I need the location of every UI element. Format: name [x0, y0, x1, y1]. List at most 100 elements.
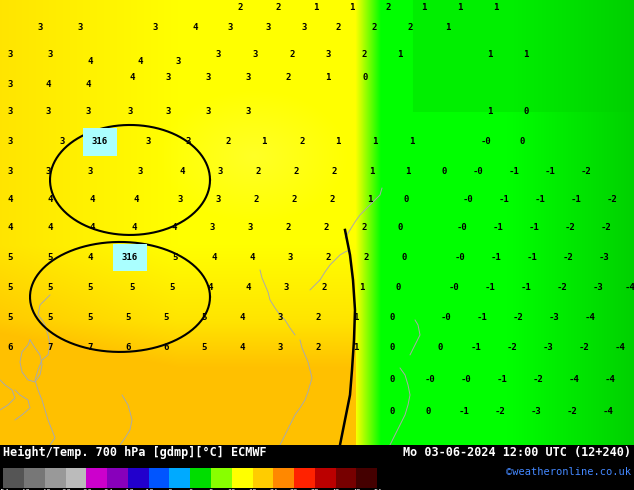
Text: -2: -2 [507, 343, 517, 352]
Text: 5: 5 [202, 314, 207, 322]
Text: -0: -0 [472, 168, 483, 176]
Text: 1: 1 [325, 74, 331, 82]
Text: -0: -0 [481, 138, 491, 147]
Text: 4: 4 [48, 196, 53, 204]
Text: 2: 2 [315, 343, 321, 352]
Text: 3: 3 [45, 168, 51, 176]
Text: 3: 3 [277, 314, 283, 322]
Text: 3: 3 [138, 168, 143, 176]
Text: 3: 3 [48, 50, 53, 59]
Text: 2: 2 [289, 50, 295, 59]
Text: 4: 4 [86, 80, 91, 90]
Text: -2: -2 [533, 375, 543, 385]
Text: -3: -3 [531, 407, 541, 416]
Text: -1: -1 [534, 196, 545, 204]
Text: -54: -54 [0, 489, 10, 490]
Text: 4: 4 [89, 196, 94, 204]
Text: 1: 1 [457, 3, 463, 13]
Text: 0: 0 [401, 253, 406, 263]
Bar [315, 468, 335, 488]
Text: 3: 3 [8, 107, 13, 117]
Text: 3: 3 [301, 24, 307, 32]
Text: 3: 3 [252, 50, 257, 59]
Bar [273, 468, 294, 488]
Text: -2: -2 [557, 283, 567, 293]
Text: 3: 3 [245, 74, 250, 82]
Text: -42: -42 [39, 489, 51, 490]
Text: 4: 4 [249, 253, 255, 263]
Text: 3: 3 [45, 107, 51, 117]
Text: 2: 2 [315, 314, 321, 322]
Bar [45, 468, 65, 488]
Text: 4: 4 [131, 223, 137, 232]
Text: 5: 5 [8, 253, 13, 263]
Text: 2: 2 [329, 196, 335, 204]
Text: Mo 03-06-2024 12:00 UTC (12+240): Mo 03-06-2024 12:00 UTC (12+240) [403, 446, 631, 459]
Text: 3: 3 [245, 107, 250, 117]
Text: 1: 1 [353, 314, 359, 322]
Bar [148, 468, 169, 488]
Text: 1: 1 [422, 3, 427, 13]
Text: 30: 30 [290, 489, 299, 490]
Text: 3: 3 [165, 74, 171, 82]
Text: 2: 2 [299, 138, 305, 147]
Text: 4: 4 [239, 314, 245, 322]
Text: 4: 4 [89, 223, 94, 232]
Text: 4: 4 [87, 253, 93, 263]
Text: 1: 1 [349, 3, 354, 13]
Text: 3: 3 [8, 168, 13, 176]
Text: -18: -18 [122, 489, 134, 490]
Text: 2: 2 [325, 253, 331, 263]
Text: 5: 5 [87, 283, 93, 293]
Text: 0: 0 [441, 168, 447, 176]
Text: 2: 2 [321, 283, 327, 293]
Bar [294, 468, 315, 488]
Bar [190, 468, 211, 488]
Text: -4: -4 [624, 283, 634, 293]
Text: 3: 3 [283, 283, 288, 293]
Text: 1: 1 [261, 138, 267, 147]
Text: 5: 5 [48, 314, 53, 322]
Text: 6: 6 [8, 343, 13, 352]
Text: 2: 2 [291, 196, 297, 204]
Text: 4: 4 [192, 24, 198, 32]
Text: 1: 1 [488, 107, 493, 117]
Text: 6: 6 [164, 343, 169, 352]
Text: -0: -0 [463, 196, 474, 204]
Text: -1: -1 [458, 407, 469, 416]
Text: 12: 12 [228, 489, 236, 490]
Bar [128, 468, 148, 488]
Text: 2: 2 [363, 253, 369, 263]
Text: -2: -2 [581, 168, 592, 176]
Text: -1: -1 [477, 314, 488, 322]
Text: -1: -1 [484, 283, 495, 293]
Text: 3: 3 [178, 196, 183, 204]
Text: 0: 0 [362, 74, 368, 82]
Text: 0: 0 [396, 283, 401, 293]
Text: 4: 4 [171, 223, 177, 232]
Text: 0: 0 [188, 489, 192, 490]
Text: -2: -2 [607, 196, 618, 204]
Bar [232, 468, 252, 488]
Text: 48: 48 [353, 489, 361, 490]
Bar [3, 468, 24, 488]
Text: 5: 5 [8, 314, 13, 322]
Text: 4: 4 [8, 223, 13, 232]
Text: 1: 1 [488, 50, 493, 59]
Text: -2: -2 [567, 407, 578, 416]
Text: 4: 4 [45, 80, 51, 90]
Text: 3: 3 [152, 24, 158, 32]
Text: 2: 2 [285, 74, 290, 82]
Text: -1: -1 [491, 253, 501, 263]
Text: -0: -0 [449, 283, 460, 293]
Text: 3: 3 [87, 168, 93, 176]
Text: 7: 7 [48, 343, 53, 352]
Text: -3: -3 [548, 314, 559, 322]
Bar [335, 468, 356, 488]
Text: 1: 1 [523, 50, 529, 59]
Text: 3: 3 [127, 107, 133, 117]
Text: 1: 1 [405, 168, 411, 176]
Text: 18: 18 [249, 489, 257, 490]
Text: 3: 3 [277, 343, 283, 352]
Text: -0: -0 [461, 375, 471, 385]
